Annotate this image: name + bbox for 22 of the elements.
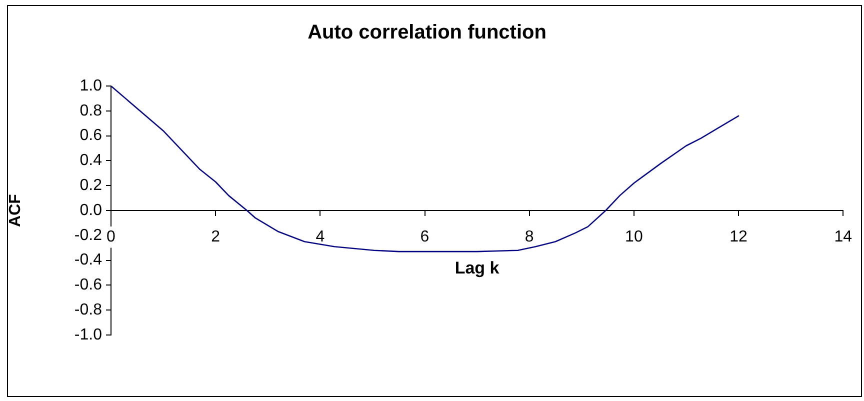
- y-tick-label: -0.4: [74, 252, 102, 269]
- x-tick-label: 6: [420, 228, 430, 246]
- x-axis-title: Lag k: [454, 258, 500, 278]
- x-tick-label: 4: [316, 228, 325, 246]
- y-tick-label: -1.0: [74, 326, 102, 344]
- y-tick-label: 0.6: [80, 127, 102, 144]
- y-tick-label: 0.2: [80, 177, 102, 194]
- y-tick-label: 0.8: [80, 102, 102, 120]
- y-tick-label: -0.2: [74, 226, 102, 244]
- y-tick-label: -0.6: [74, 276, 102, 294]
- x-tick-label: 14: [834, 228, 852, 246]
- x-tick-label: 12: [730, 228, 748, 246]
- y-axis-title: ACF: [7, 194, 24, 227]
- y-tick-label: 0.0: [80, 202, 102, 219]
- y-tick-label: 1.0: [80, 77, 102, 94]
- x-tick-label: 2: [211, 228, 220, 246]
- y-tick-label: 0.4: [80, 152, 102, 170]
- x-tick-label: 8: [524, 228, 534, 246]
- y-tick-label: -0.8: [74, 302, 102, 319]
- x-tick-label: 10: [625, 228, 643, 246]
- x-tick-label: 0: [106, 228, 116, 246]
- chart-title: Auto correlation function: [308, 22, 546, 44]
